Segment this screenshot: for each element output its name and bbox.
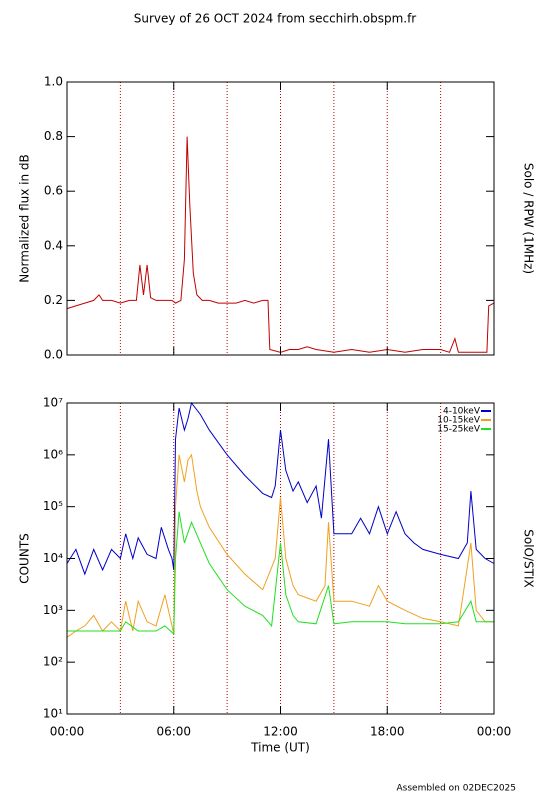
- y-tick-label: 0.4: [44, 238, 63, 252]
- data-line: [67, 511, 494, 636]
- x-tick-label: 06:00: [156, 725, 191, 739]
- right-label: Solo / RPW (1MHz): [522, 163, 536, 274]
- y-tick-label: 10²: [43, 655, 63, 669]
- y-tick-label: 10⁴: [43, 551, 63, 565]
- data-line: [66, 401, 495, 576]
- y-tick-label: 10³: [43, 603, 63, 617]
- x-tick-label: 00:00: [50, 725, 85, 739]
- y-tick-label: 0.8: [44, 129, 63, 143]
- y-tick-label: 10¹: [43, 707, 63, 721]
- x-tick-label: 12:00: [263, 725, 298, 739]
- y-tick-label: 10⁷: [43, 396, 63, 410]
- footer: Assembled on 02DEC2025: [397, 784, 517, 794]
- legend-label: 4-10keV: [443, 407, 481, 417]
- x-axis-label: Time (UT): [250, 741, 310, 755]
- y-tick-label: 10⁵: [43, 499, 63, 513]
- page-title: Survey of 26 OCT 2024 from secchirh.obsp…: [134, 12, 417, 26]
- data-line: [66, 136, 495, 353]
- right-label: SolO/STIX: [522, 529, 536, 588]
- x-tick-label: 18:00: [370, 725, 405, 739]
- y-tick-label: 1.0: [44, 75, 63, 89]
- y-tick-label: 0.6: [44, 184, 63, 198]
- data-line: [66, 453, 494, 638]
- legend-label: 15-25keV: [437, 425, 481, 435]
- y-tick-label: 10⁶: [43, 447, 63, 461]
- y-axis-label: Normalized flux in dB: [18, 154, 32, 283]
- legend-label: 10-15keV: [437, 416, 481, 426]
- y-tick-label: 0.0: [44, 348, 63, 362]
- y-axis-label: COUNTS: [18, 533, 32, 584]
- x-tick-label: 00:00: [477, 725, 512, 739]
- y-tick-label: 0.2: [44, 293, 63, 307]
